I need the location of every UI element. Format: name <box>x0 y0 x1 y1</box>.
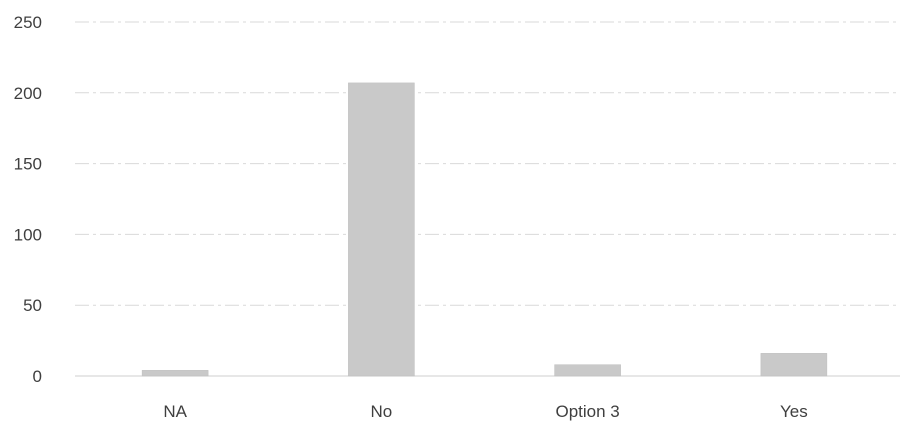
y-tick-label: 250 <box>14 13 42 32</box>
bar-no <box>348 82 415 377</box>
y-tick-label: 200 <box>14 84 42 103</box>
bar-yes <box>760 353 828 377</box>
y-axis-tick-labels: 0 50 100 150 200 250 <box>14 13 42 386</box>
gridlines <box>75 21 900 377</box>
bar-na <box>141 370 209 377</box>
x-category-label: NA <box>163 402 187 421</box>
x-category-label: Yes <box>780 402 808 421</box>
y-tick-label: 50 <box>23 296 42 315</box>
y-tick-label: 150 <box>14 155 42 174</box>
x-category-label: No <box>371 402 393 421</box>
bars <box>141 82 828 377</box>
x-axis-category-labels: NA No Option 3 Yes <box>163 402 807 421</box>
y-tick-label: 0 <box>33 367 42 386</box>
bar-option-3 <box>554 364 621 377</box>
y-tick-label: 100 <box>14 225 42 244</box>
x-category-label: Option 3 <box>555 402 619 421</box>
